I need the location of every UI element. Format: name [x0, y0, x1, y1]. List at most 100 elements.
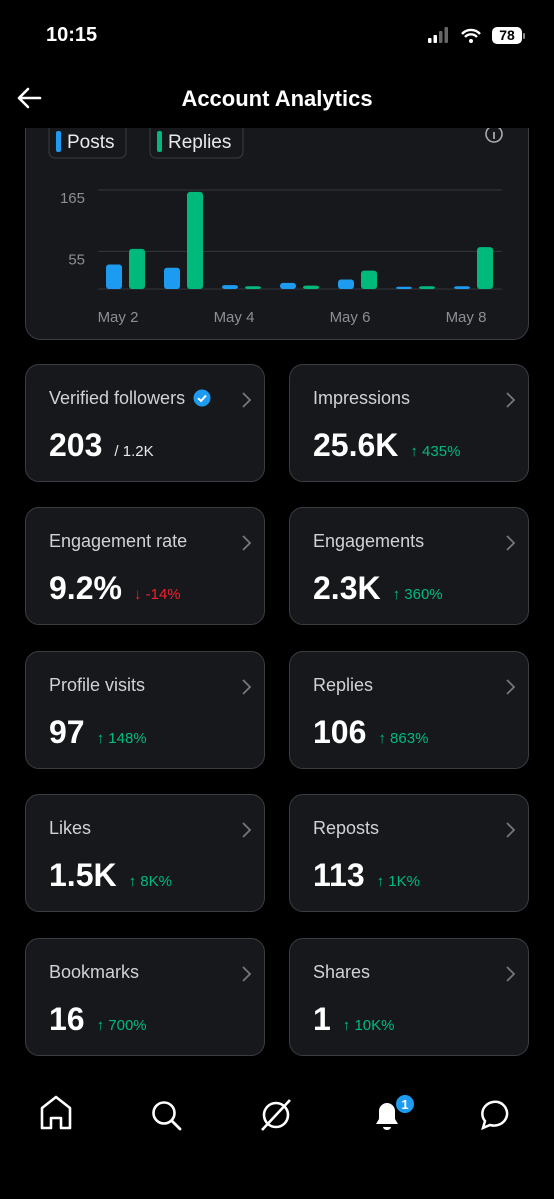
legend-swatch	[157, 131, 162, 152]
badge	[394, 1093, 416, 1115]
chevron-icon	[506, 966, 516, 982]
card-title-text: Bookmarks	[49, 962, 140, 982]
badge-count: 1	[401, 1097, 408, 1112]
bar	[164, 267, 180, 289]
card-change: ↓ -14%	[133, 586, 181, 603]
card-value: 2.3K	[313, 570, 381, 606]
card-title: Engagement rate	[49, 531, 187, 552]
card-title: Bookmarks	[49, 962, 139, 983]
metric-card[interactable]: Verified followers 203 / 1.2K	[25, 364, 265, 482]
chevron-icon	[242, 966, 252, 982]
card-title: Shares	[313, 962, 370, 983]
chevron-icon	[242, 392, 252, 408]
card-value-row: 25.6K ↑ 435%	[313, 427, 460, 464]
card-value-row: 203 / 1.2K	[49, 427, 154, 464]
bar	[396, 286, 412, 289]
bar	[454, 286, 470, 289]
card-change: ↑ 1K%	[376, 873, 420, 890]
card-change: ↑ 8K%	[128, 873, 172, 890]
chevron	[504, 821, 516, 844]
card-change: ↑ 10K%	[342, 1017, 395, 1034]
chevron-icon	[506, 679, 516, 695]
y-tick-label: 165	[60, 190, 85, 207]
card-value-row: 106 ↑ 863%	[313, 714, 428, 751]
x-tick-label: May 2	[98, 309, 139, 326]
chevron	[504, 534, 516, 557]
nav-notifications[interactable]	[376, 1103, 398, 1130]
metric-card[interactable]: Impressions 25.6K ↑ 435%	[289, 364, 529, 482]
card-title-text: Engagement rate	[49, 531, 188, 551]
card-value: 97	[49, 714, 85, 750]
nav-grok[interactable]	[261, 1099, 291, 1131]
card-value: 16	[49, 1001, 85, 1037]
card-value: 106	[313, 714, 367, 750]
chart: Posts Replies 55 165 May 2 May 4 May 6 May 8	[48, 121, 503, 326]
nav-search[interactable]	[152, 1101, 182, 1131]
info-icon	[485, 125, 503, 143]
card-value-row: 9.2% ↓ -14%	[49, 570, 181, 607]
nav-messages[interactable]	[481, 1100, 509, 1131]
card-title-text: Profile visits	[49, 675, 146, 695]
card-title-text: Replies	[313, 675, 374, 695]
metric-card[interactable]: Likes 1.5K ↑ 8K%	[25, 794, 265, 912]
clock: 10:15	[46, 24, 98, 46]
x-tick-label: May 6	[330, 309, 371, 326]
chevron-icon	[242, 535, 252, 551]
chevron	[504, 965, 516, 988]
chevron	[240, 534, 252, 557]
metric-card[interactable]: Profile visits 97 ↑ 148%	[25, 651, 265, 769]
card-change: ↑ 360%	[392, 586, 443, 603]
card-value: 25.6K	[313, 427, 399, 463]
bar	[106, 264, 122, 289]
chevron	[504, 678, 516, 701]
metric-card[interactable]: Reposts 113 ↑ 1K%	[289, 794, 529, 912]
card-value-row: 97 ↑ 148%	[49, 714, 147, 751]
card-value-row: 2.3K ↑ 360%	[313, 570, 443, 607]
card-value: 1	[313, 1001, 331, 1037]
card-title-text: Reposts	[313, 818, 380, 838]
card-value-row: 1 ↑ 10K%	[313, 1001, 395, 1038]
bar	[338, 279, 354, 289]
card-change: ↑ 863%	[378, 730, 429, 747]
card-value: 203	[49, 427, 103, 463]
bar	[280, 282, 296, 289]
card-title-text: Verified followers	[49, 388, 186, 408]
bar	[419, 286, 435, 289]
bar	[477, 247, 493, 289]
metric-card[interactable]: Engagements 2.3K ↑ 360%	[289, 507, 529, 625]
chevron-icon	[242, 822, 252, 838]
card-title-text: Shares	[313, 962, 371, 982]
card-title: Impressions	[313, 388, 410, 409]
battery-level: 78	[499, 27, 515, 43]
metric-card[interactable]: Replies 106 ↑ 863%	[289, 651, 529, 769]
legend-label: Posts	[67, 132, 115, 153]
card-title: Reposts	[313, 818, 379, 839]
metric-card[interactable]: Engagement rate 9.2% ↓ -14%	[25, 507, 265, 625]
chevron-icon	[506, 822, 516, 838]
card-value-row: 16 ↑ 700%	[49, 1001, 147, 1038]
bottom-nav: 1	[40, 1093, 509, 1131]
nav-home[interactable]	[40, 1095, 72, 1130]
page-title: Account Analytics	[181, 86, 373, 111]
card-title: Likes	[49, 818, 91, 839]
chevron	[240, 678, 252, 701]
x-tick-label: May 8	[446, 309, 487, 326]
metric-card[interactable]: Bookmarks 16 ↑ 700%	[25, 938, 265, 1056]
chevron-icon	[506, 535, 516, 551]
metric-card[interactable]: Shares 1 ↑ 10K%	[289, 938, 529, 1056]
legend-swatch	[56, 131, 61, 152]
back-button[interactable]	[14, 84, 44, 112]
chevron	[504, 391, 516, 414]
card-value: 9.2%	[49, 570, 122, 606]
card-title: Profile visits	[49, 675, 145, 696]
card-note: / 1.2K	[114, 443, 154, 460]
chevron	[240, 965, 252, 988]
bar	[361, 270, 377, 289]
card-title: Engagements	[313, 531, 424, 552]
bar	[245, 286, 261, 289]
y-tick-label: 55	[68, 251, 85, 268]
bar	[303, 285, 319, 289]
card-title: Replies	[313, 675, 373, 696]
chevron	[240, 391, 252, 414]
